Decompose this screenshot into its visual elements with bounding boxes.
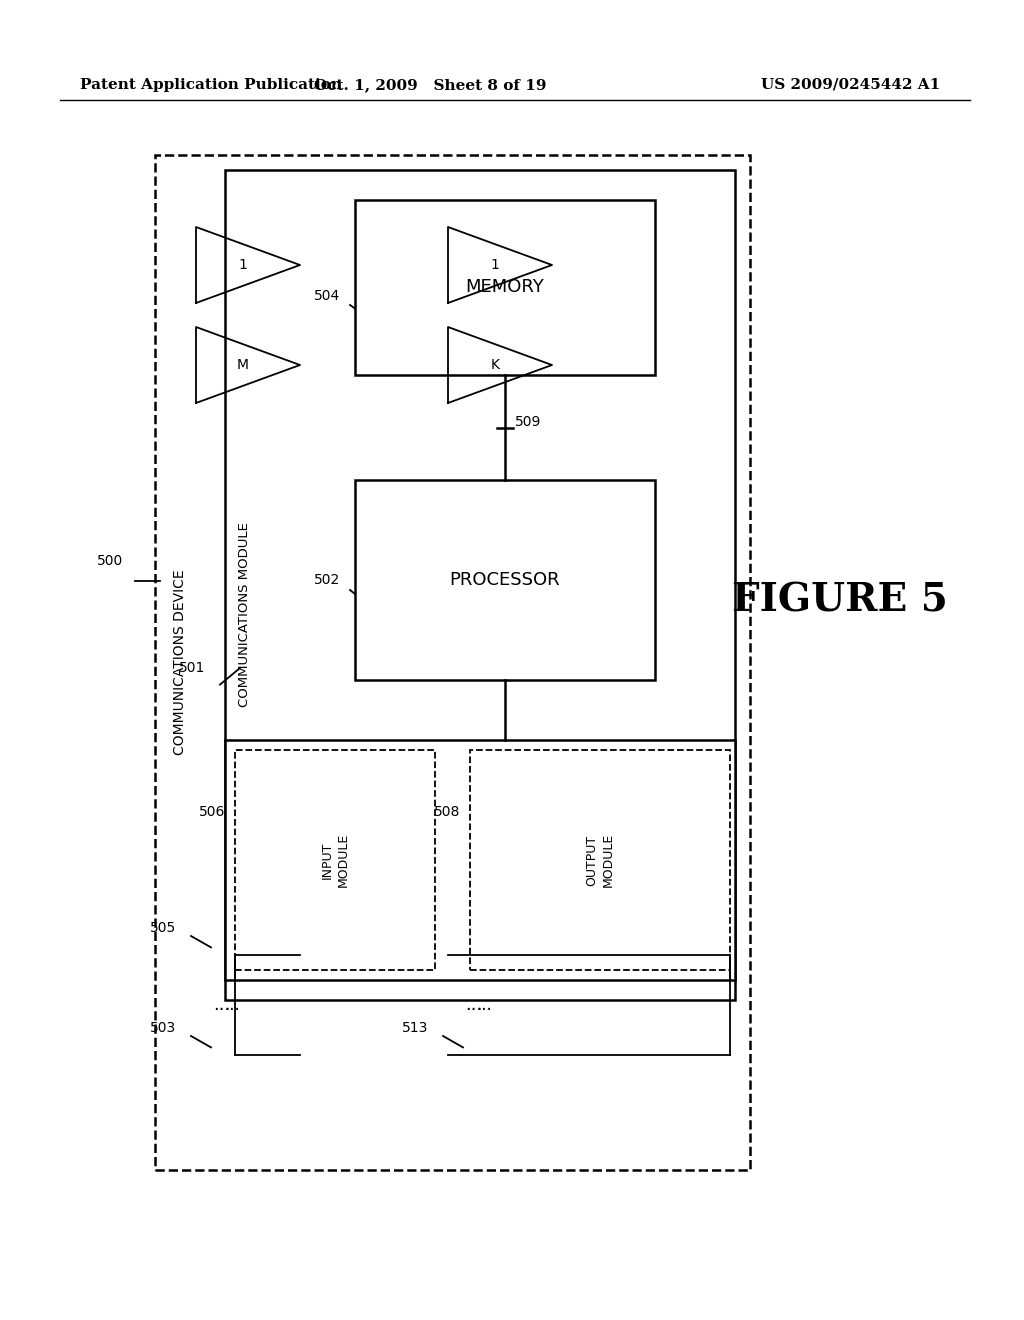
- Text: INPUT
MODULE: INPUT MODULE: [321, 833, 349, 887]
- Text: 501: 501: [178, 661, 205, 675]
- Text: COMMUNICATIONS DEVICE: COMMUNICATIONS DEVICE: [173, 570, 187, 755]
- Text: 513: 513: [401, 1022, 428, 1035]
- Text: ...: ...: [465, 997, 482, 1014]
- Text: 503: 503: [150, 1022, 176, 1035]
- Text: 1: 1: [239, 257, 247, 272]
- Text: 502: 502: [313, 573, 340, 587]
- Text: PROCESSOR: PROCESSOR: [450, 572, 560, 589]
- Bar: [355, 480, 655, 680]
- Bar: [234, 750, 435, 970]
- Text: COMMUNICATIONS MODULE: COMMUNICATIONS MODULE: [239, 523, 252, 708]
- Text: 504: 504: [313, 289, 340, 304]
- Text: 515: 515: [401, 921, 428, 936]
- Text: ...: ...: [476, 997, 493, 1014]
- Bar: [225, 741, 735, 979]
- Text: M: M: [237, 358, 249, 372]
- Bar: [355, 201, 655, 375]
- Bar: [225, 170, 735, 1001]
- Text: 500: 500: [97, 554, 123, 568]
- Text: ...: ...: [224, 997, 241, 1014]
- Text: OUTPUT
MODULE: OUTPUT MODULE: [586, 833, 614, 887]
- Text: FIGURE 5: FIGURE 5: [732, 581, 948, 619]
- Text: 1: 1: [490, 257, 500, 272]
- Text: 505: 505: [150, 921, 176, 936]
- Text: K: K: [490, 358, 500, 372]
- Text: Oct. 1, 2009   Sheet 8 of 19: Oct. 1, 2009 Sheet 8 of 19: [313, 78, 546, 92]
- Text: 506: 506: [199, 805, 225, 818]
- Bar: [470, 750, 730, 970]
- Text: ...: ...: [213, 997, 230, 1014]
- Text: MEMORY: MEMORY: [466, 279, 545, 297]
- Text: US 2009/0245442 A1: US 2009/0245442 A1: [761, 78, 940, 92]
- Bar: [155, 154, 750, 1170]
- Text: 508: 508: [433, 805, 460, 818]
- Text: Patent Application Publication: Patent Application Publication: [80, 78, 342, 92]
- Text: 509: 509: [515, 416, 542, 429]
